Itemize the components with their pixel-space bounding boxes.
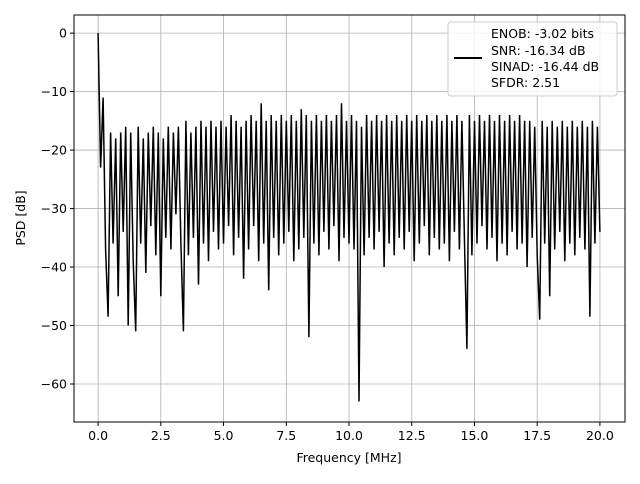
y-tick-label: −60 xyxy=(41,376,67,391)
legend-entry-sfdr: SFDR: 2.51 xyxy=(491,75,560,90)
y-tick-label: −10 xyxy=(41,84,67,99)
axes-frame xyxy=(73,14,626,423)
psd-line xyxy=(97,33,601,402)
x-tick-label: 7.5 xyxy=(276,428,296,443)
legend: ENOB: -3.02 bits SNR: -16.34 dB SINAD: -… xyxy=(447,21,618,97)
x-tick-label: 20.0 xyxy=(586,428,614,443)
y-tick-label: −20 xyxy=(41,143,67,158)
y-tick-label: −50 xyxy=(41,318,67,333)
y-tick-label: −40 xyxy=(41,260,67,275)
ticks: 0.0 2.5 5.0 7.5 10.0 12.5 15.0 17.5 20.0 0 −10 −20 −… xyxy=(41,26,614,443)
y-tick-label: 0 xyxy=(59,26,67,41)
legend-entry-sinad: SINAD: -16.44 dB xyxy=(491,59,599,74)
y-axis-label: PSD [dB] xyxy=(13,190,28,245)
legend-entry-enob: ENOB: -3.02 bits xyxy=(491,26,594,41)
x-tick-label: 17.5 xyxy=(523,428,551,443)
psd-series xyxy=(97,33,601,402)
x-tick-label: 0.0 xyxy=(88,428,108,443)
x-tick-label: 12.5 xyxy=(398,428,426,443)
x-axis-label: Frequency [MHz] xyxy=(296,450,401,465)
x-tick-label: 10.0 xyxy=(335,428,363,443)
legend-entry-snr: SNR: -16.34 dB xyxy=(491,43,586,58)
x-tick-label: 5.0 xyxy=(214,428,234,443)
x-tick-label: 2.5 xyxy=(151,428,171,443)
x-tick-label: 15.0 xyxy=(461,428,489,443)
legend-box xyxy=(447,21,618,97)
y-tick-label: −30 xyxy=(41,201,67,216)
